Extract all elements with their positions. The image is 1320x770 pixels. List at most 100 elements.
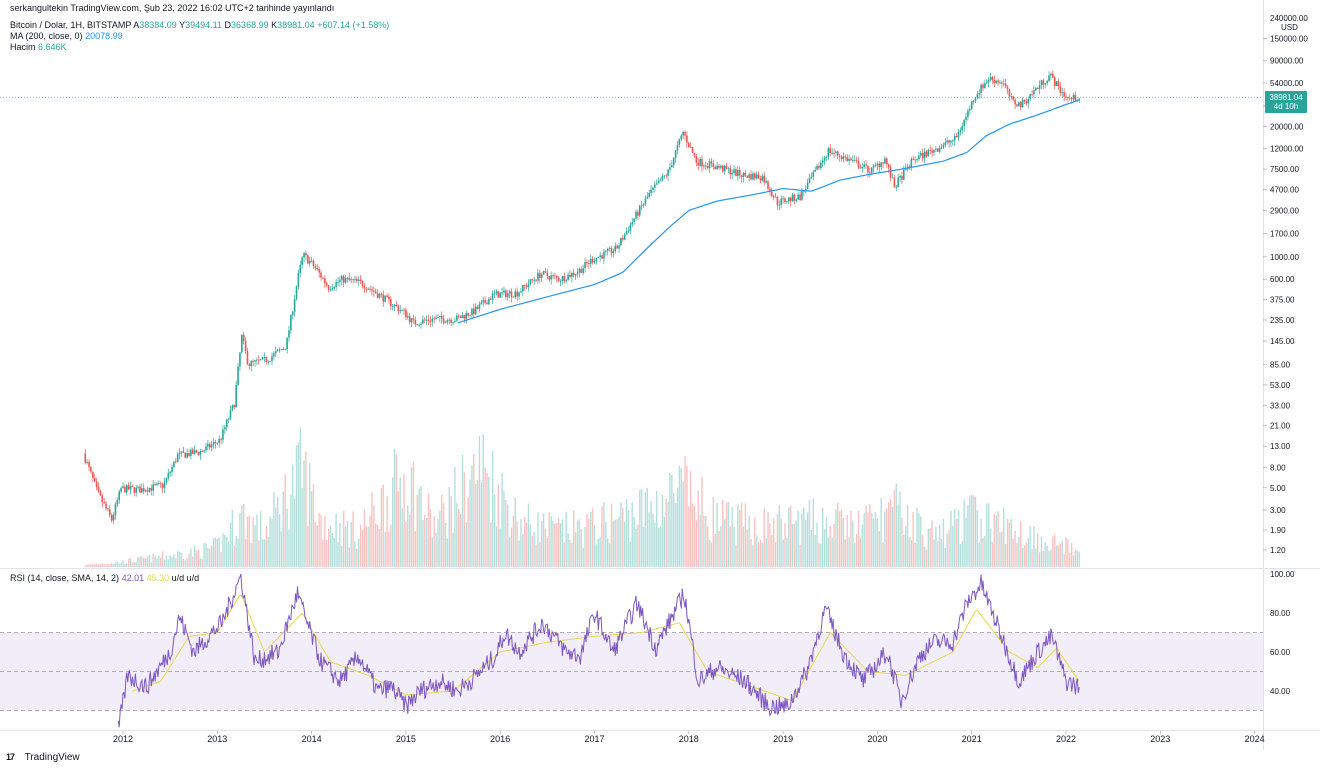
candle-body bbox=[325, 282, 328, 286]
candle-body bbox=[286, 337, 288, 350]
volume-bar bbox=[478, 435, 481, 567]
volume-bar bbox=[576, 520, 579, 567]
symbol-title[interactable]: Bitcoin / Dolar, 1H, BITSTAMP bbox=[10, 20, 132, 30]
volume-bar bbox=[286, 508, 288, 567]
candle-body bbox=[324, 278, 326, 283]
volume-bar bbox=[292, 464, 294, 567]
candle-body bbox=[948, 140, 950, 143]
price-tick-label: 1.20 bbox=[1270, 546, 1286, 555]
ma-indicator-label[interactable]: MA (200, close, 0) bbox=[10, 31, 83, 41]
volume-bar bbox=[522, 534, 524, 567]
volume-bar bbox=[797, 510, 799, 567]
candle-body bbox=[171, 466, 173, 472]
volume-bar bbox=[906, 505, 909, 567]
volume-bar bbox=[610, 503, 613, 567]
volume-bar bbox=[331, 533, 334, 567]
candle-body bbox=[516, 291, 518, 297]
candle-body bbox=[714, 166, 717, 170]
volume-bar bbox=[474, 483, 477, 567]
volume-bar bbox=[865, 505, 867, 567]
rsi-line bbox=[117, 573, 1080, 728]
volume-bar bbox=[510, 527, 513, 567]
volume-bar bbox=[665, 498, 667, 567]
volume-bar bbox=[639, 489, 641, 567]
candle-body bbox=[789, 197, 792, 202]
volume-bar bbox=[891, 506, 894, 567]
volume-bar bbox=[746, 529, 748, 567]
candle-body bbox=[627, 231, 630, 232]
rsi-tick-label: 100.00 bbox=[1270, 570, 1295, 579]
candle-body bbox=[356, 278, 358, 281]
candle-body bbox=[369, 288, 371, 290]
volume-bar bbox=[293, 498, 296, 567]
candle-body bbox=[1051, 73, 1054, 78]
candle-body bbox=[1002, 83, 1005, 85]
volume-bar bbox=[431, 537, 434, 567]
volume-bar bbox=[686, 465, 688, 567]
volume-bar bbox=[850, 510, 852, 567]
volume-bar bbox=[903, 535, 905, 567]
volume-bar bbox=[965, 517, 967, 567]
volume-bar bbox=[661, 494, 664, 567]
rsi-axis[interactable]: 100.00 80.00 60.00 40.00 bbox=[1270, 570, 1295, 696]
volume-bar bbox=[778, 504, 781, 567]
volume-bar bbox=[737, 504, 739, 567]
candle-body bbox=[669, 167, 671, 170]
candle-body bbox=[936, 148, 939, 152]
candle-body bbox=[208, 443, 211, 448]
candle-body bbox=[301, 257, 303, 265]
volume-label[interactable]: Hacim bbox=[10, 42, 36, 52]
rsi-indicator-label[interactable]: RSI (14, close, SMA, 14, 2) bbox=[10, 573, 120, 583]
candle-body bbox=[984, 83, 986, 89]
candle-body bbox=[820, 162, 822, 169]
candle-body bbox=[631, 222, 634, 225]
volume-bar bbox=[844, 539, 847, 567]
candle-body bbox=[814, 169, 816, 172]
candle-body bbox=[205, 446, 207, 451]
volume-bar bbox=[644, 492, 647, 567]
time-tick-label: 2024 bbox=[1245, 734, 1265, 744]
volume-bar bbox=[214, 537, 217, 567]
volume-bar bbox=[363, 509, 366, 567]
price-tick-label: 1000.00 bbox=[1270, 253, 1299, 262]
volume-bar bbox=[774, 542, 777, 567]
candle-body bbox=[1006, 86, 1009, 90]
volume-bar bbox=[631, 502, 633, 567]
volume-bar bbox=[312, 483, 315, 567]
volume-bar bbox=[405, 521, 407, 567]
volume-bar bbox=[156, 558, 158, 567]
candle-body bbox=[638, 205, 641, 216]
volume-bar bbox=[701, 476, 703, 567]
candle-body bbox=[467, 313, 469, 316]
volume-bar bbox=[974, 496, 977, 567]
volume-bar bbox=[810, 530, 813, 567]
candle-body bbox=[963, 119, 965, 127]
candle-body bbox=[376, 293, 379, 298]
candle-body bbox=[284, 349, 286, 350]
candle-body bbox=[435, 317, 437, 320]
volume-bar bbox=[1057, 545, 1060, 567]
time-axis[interactable]: 2012 2013 2014 2015 2016 2017 2018 2019 2020 2021… bbox=[113, 731, 1265, 744]
volume-bar bbox=[463, 472, 466, 567]
volume-bar bbox=[820, 543, 822, 567]
volume-bar bbox=[872, 518, 875, 567]
candle-body bbox=[214, 442, 217, 444]
volume-bar bbox=[993, 513, 996, 567]
candle-body bbox=[1019, 101, 1022, 108]
tradingview-brand[interactable]: 17 TradingView bbox=[6, 752, 80, 763]
volume-bar bbox=[980, 518, 982, 567]
volume-bar bbox=[482, 434, 484, 567]
candle-body bbox=[154, 484, 156, 486]
volume-bar bbox=[556, 523, 558, 567]
candle-body bbox=[721, 165, 724, 172]
volume-bar bbox=[439, 510, 441, 567]
candle-body bbox=[774, 196, 777, 198]
candle-body bbox=[657, 180, 660, 184]
candle-body bbox=[565, 280, 568, 282]
volume-bar bbox=[972, 495, 975, 567]
volume-bar bbox=[369, 515, 371, 567]
price-tick-label: 7500.00 bbox=[1270, 165, 1299, 174]
candle-body bbox=[93, 477, 96, 482]
candle-body bbox=[210, 444, 213, 448]
